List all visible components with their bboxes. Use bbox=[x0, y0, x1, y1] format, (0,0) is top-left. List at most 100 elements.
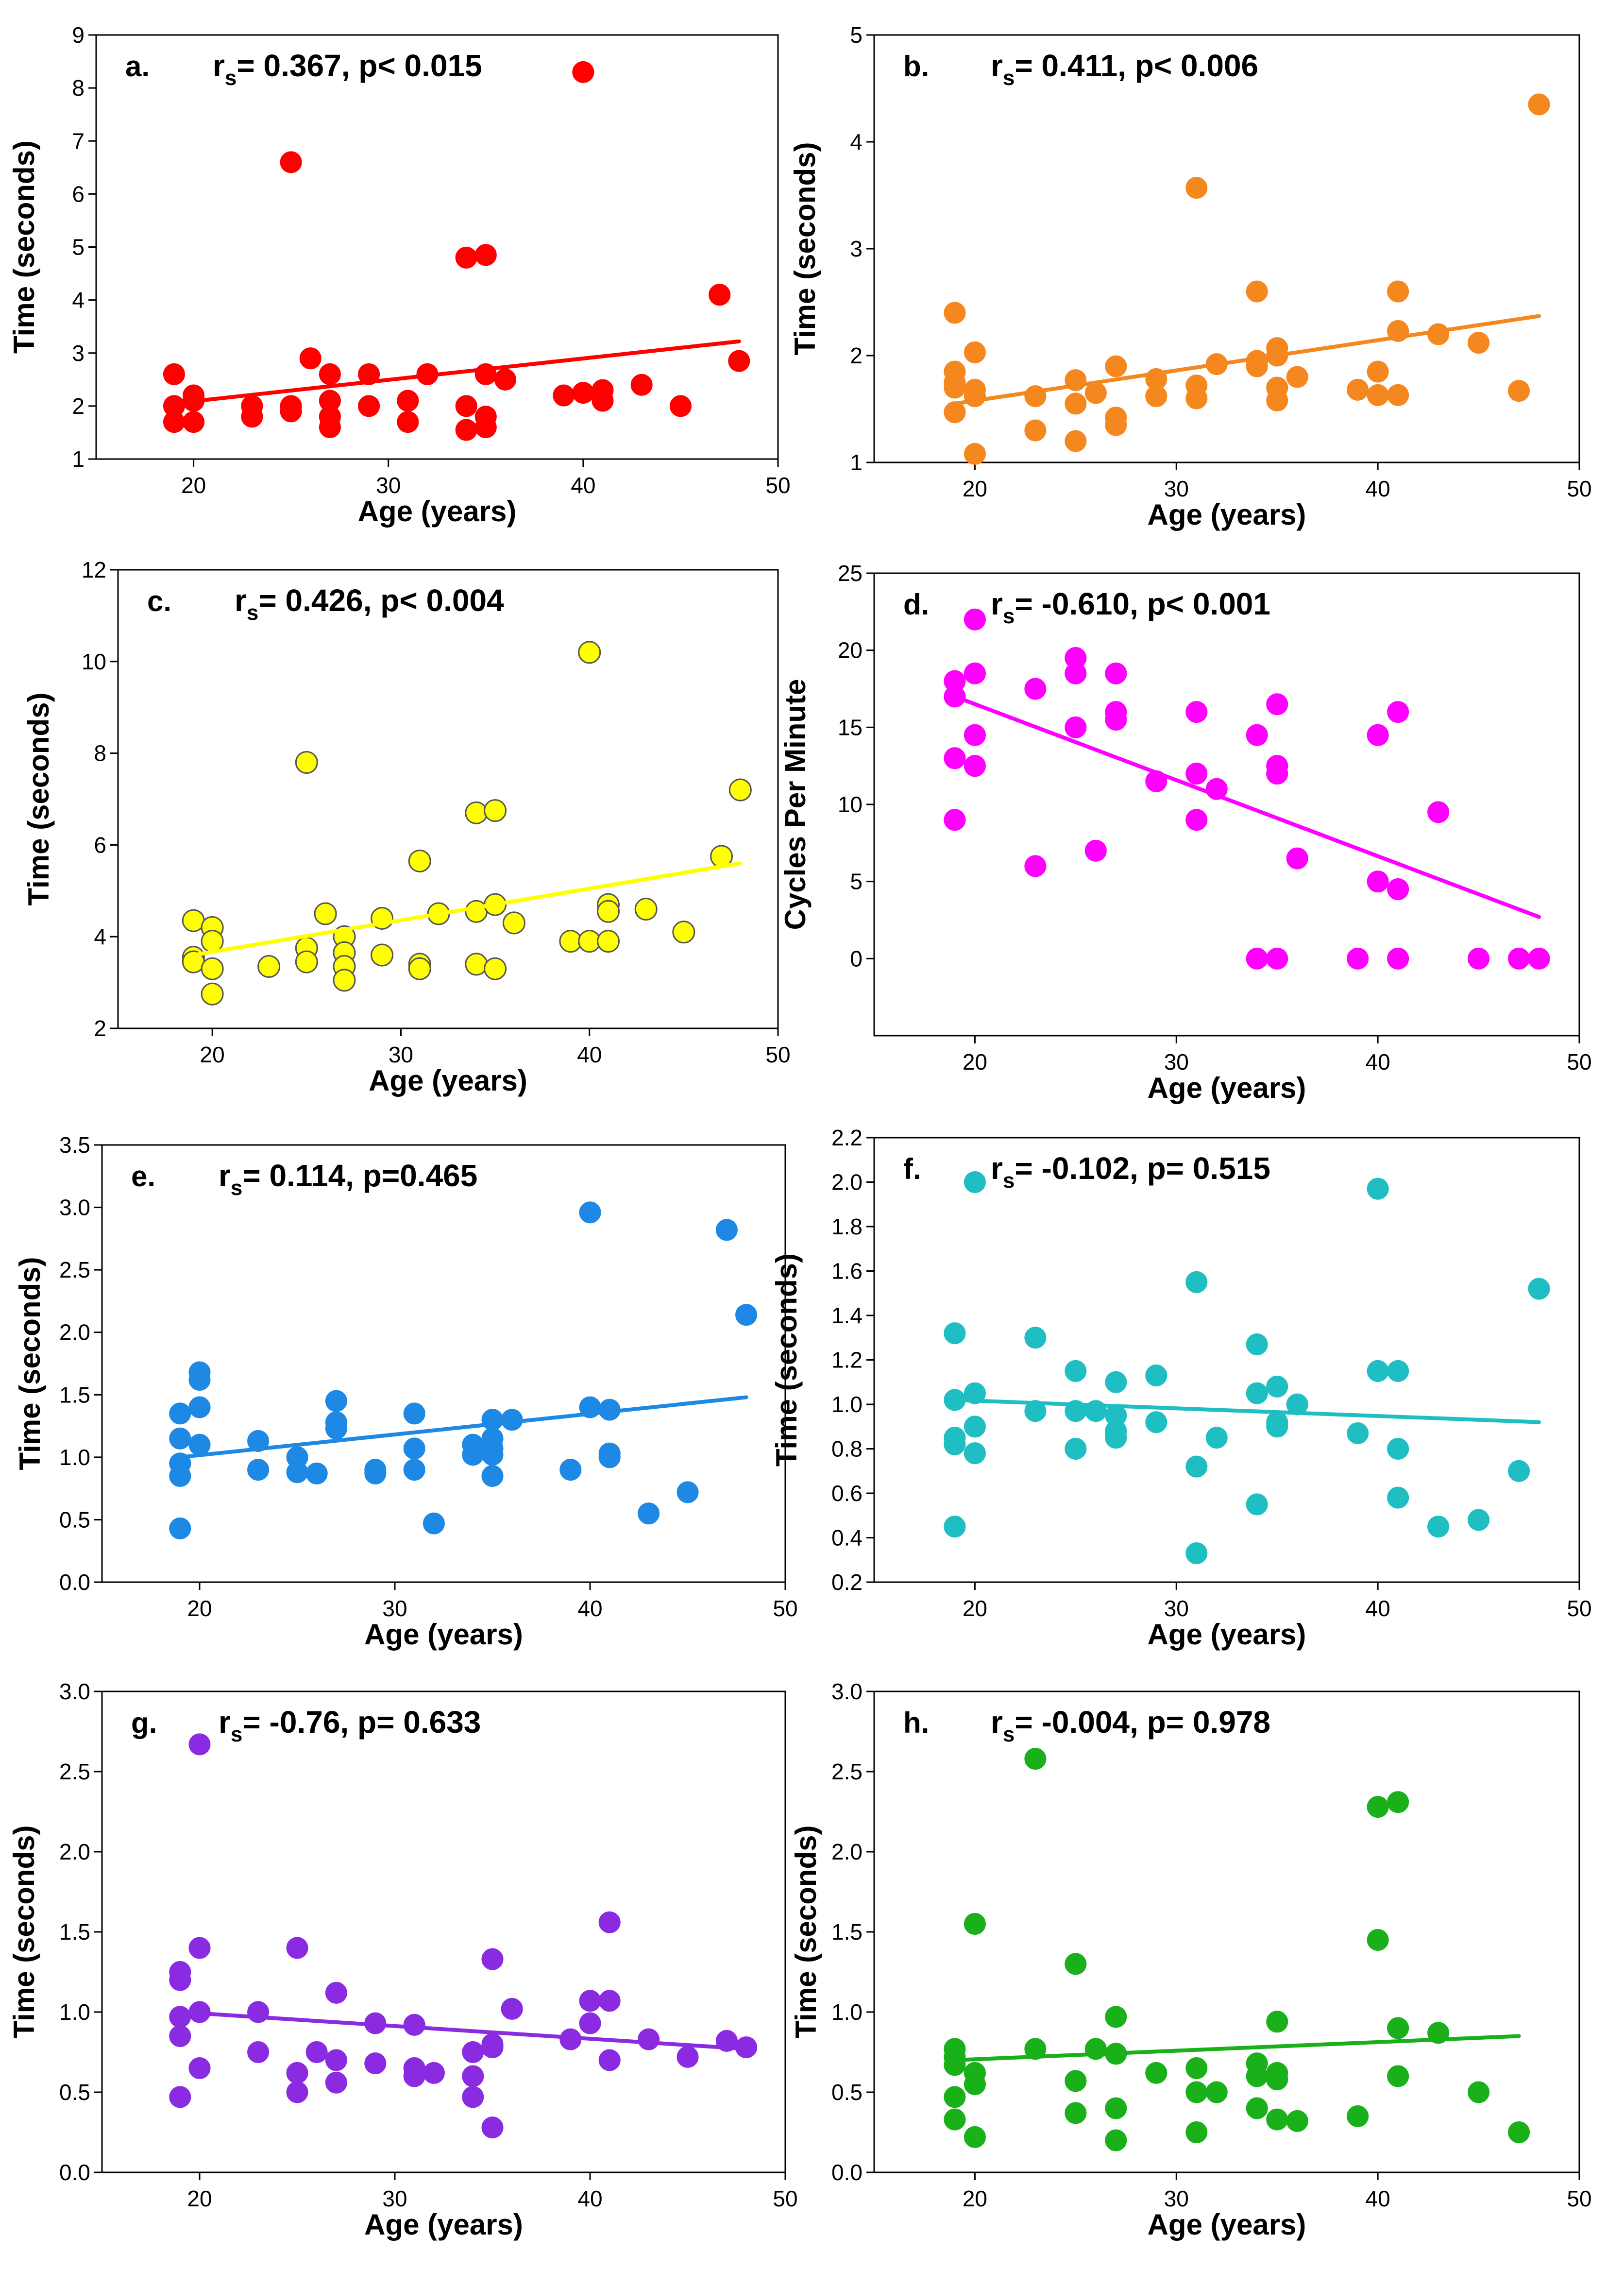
trend-line bbox=[178, 2010, 748, 2051]
data-point bbox=[1286, 2110, 1308, 2132]
trend-line bbox=[952, 694, 1541, 919]
data-point bbox=[163, 363, 185, 385]
y-tick-label: 1.5 bbox=[59, 1919, 90, 1945]
data-point bbox=[715, 1219, 738, 1241]
y-axis-label: Time (seconds) bbox=[790, 1825, 822, 2038]
chart-panel-h: 0.0 0.5 1.0 1.5 2.0 2.5 3.0 20 30 40 50 Age (years)… bbox=[790, 1679, 1592, 2241]
data-point bbox=[163, 411, 185, 433]
data-point bbox=[1387, 878, 1409, 901]
x-axis-label: Age (years) bbox=[369, 1064, 527, 1097]
data-point bbox=[1468, 1509, 1490, 1531]
trend-line bbox=[191, 861, 743, 957]
data-point bbox=[257, 955, 281, 978]
x-tick-label: 40 bbox=[1366, 476, 1390, 501]
trend-line bbox=[178, 1395, 748, 1459]
data-point bbox=[944, 2086, 966, 2108]
data-point bbox=[1508, 947, 1530, 970]
data-point bbox=[1347, 1422, 1369, 1444]
y-axis-label: Cycles Per Minute bbox=[779, 679, 812, 930]
data-point bbox=[1065, 430, 1087, 452]
data-point bbox=[1387, 2065, 1409, 2087]
data-point bbox=[944, 2108, 966, 2131]
data-point bbox=[305, 1462, 328, 1485]
y-tick-label: 9 bbox=[72, 22, 85, 48]
data-point bbox=[1084, 839, 1107, 862]
y-tick-label: 2.2 bbox=[831, 1125, 863, 1150]
panel-label: b. bbox=[903, 50, 929, 83]
y-axis-label: Time (seconds) bbox=[8, 140, 40, 354]
data-point bbox=[944, 1433, 966, 1455]
x-tick-label: 40 bbox=[1366, 1596, 1390, 1621]
data-point bbox=[1185, 1455, 1208, 1478]
data-point bbox=[578, 641, 601, 664]
data-point bbox=[964, 2126, 986, 2148]
data-point bbox=[1266, 389, 1288, 411]
data-point bbox=[403, 1402, 425, 1425]
correlation-stat: rs= 0.411, p< 0.006 bbox=[991, 48, 1258, 90]
data-point bbox=[325, 1390, 347, 1412]
data-point bbox=[1065, 1438, 1087, 1460]
data-point bbox=[481, 2116, 504, 2139]
data-point bbox=[364, 2052, 387, 2075]
data-point bbox=[1367, 360, 1389, 383]
panel-label: d. bbox=[903, 588, 929, 621]
y-tick-label: 3.0 bbox=[831, 1679, 863, 1704]
data-point bbox=[295, 950, 318, 973]
data-point bbox=[1528, 947, 1550, 970]
x-axis-label: Age (years) bbox=[358, 495, 517, 528]
data-point bbox=[1205, 1427, 1228, 1449]
y-tick-label: 2.0 bbox=[59, 1839, 90, 1864]
trend-line bbox=[952, 1398, 1541, 1424]
x-axis-label: Age (years) bbox=[1148, 1618, 1306, 1651]
y-tick-label: 3.0 bbox=[59, 1195, 90, 1220]
data-point bbox=[188, 1396, 211, 1418]
data-point bbox=[944, 302, 966, 324]
data-point bbox=[597, 930, 620, 953]
data-point bbox=[1185, 809, 1208, 831]
data-point bbox=[305, 2041, 328, 2063]
data-point bbox=[964, 1171, 986, 1193]
data-point bbox=[1528, 1278, 1550, 1300]
data-point bbox=[964, 608, 986, 631]
data-point bbox=[1185, 1542, 1208, 1565]
data-point bbox=[188, 1434, 211, 1456]
data-point bbox=[598, 1911, 621, 1933]
y-tick-label: 0.2 bbox=[831, 1570, 863, 1595]
x-tick-label: 50 bbox=[1567, 1596, 1591, 1621]
data-point bbox=[1185, 2121, 1208, 2143]
data-point bbox=[1105, 2097, 1127, 2119]
data-point bbox=[630, 374, 653, 396]
correlation-stat: rs= 0.114, p=0.465 bbox=[219, 1158, 477, 1200]
y-tick-label: 4 bbox=[94, 924, 106, 949]
y-tick-label: 4 bbox=[72, 288, 85, 313]
y-tick-label: 1.0 bbox=[59, 1445, 90, 1470]
data-point bbox=[1387, 2017, 1409, 2039]
data-point bbox=[319, 416, 341, 439]
data-point bbox=[944, 1516, 966, 1538]
data-point bbox=[455, 419, 477, 441]
data-point bbox=[964, 1913, 986, 1935]
data-point bbox=[1387, 947, 1409, 970]
data-point bbox=[1246, 2097, 1268, 2119]
x-tick-label: 30 bbox=[1164, 476, 1189, 501]
chart-panel-c: 2 4 6 8 10 12 20 30 40 50 Age (years) Time (seconds… bbox=[22, 557, 791, 1097]
data-point bbox=[502, 911, 525, 935]
data-point bbox=[1367, 1178, 1389, 1200]
data-point bbox=[964, 1442, 986, 1465]
y-tick-label: 7 bbox=[72, 128, 85, 154]
y-tick-label: 1 bbox=[72, 446, 85, 472]
data-point bbox=[1266, 2068, 1288, 2091]
y-tick-label: 1.0 bbox=[59, 1999, 90, 2025]
plot-frame bbox=[101, 1690, 786, 2173]
correlation-stat: rs= -0.76, p= 0.633 bbox=[219, 1705, 481, 1746]
x-tick-label: 30 bbox=[382, 2186, 407, 2211]
y-tick-label: 0 bbox=[850, 946, 863, 971]
x-tick-label: 30 bbox=[376, 473, 401, 498]
y-tick-label: 2.0 bbox=[831, 1839, 863, 1864]
data-point bbox=[1105, 355, 1127, 377]
y-tick-label: 0.8 bbox=[831, 1436, 863, 1462]
data-point bbox=[559, 1459, 582, 1481]
data-point bbox=[1084, 2038, 1107, 2060]
x-axis-label: Age (years) bbox=[1148, 1072, 1306, 1104]
data-point bbox=[944, 401, 966, 424]
